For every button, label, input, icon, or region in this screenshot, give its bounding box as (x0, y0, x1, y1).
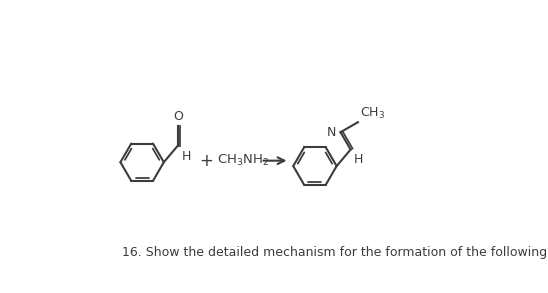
Text: H: H (353, 153, 363, 166)
Text: $\mathregular{CH_3NH_2}$: $\mathregular{CH_3NH_2}$ (218, 153, 270, 168)
Text: +: + (199, 152, 213, 170)
Text: H: H (181, 149, 191, 163)
Text: $\mathregular{CH_3}$: $\mathregular{CH_3}$ (359, 105, 385, 121)
Text: 16. Show the detailed mechanism for the formation of the following imine:: 16. Show the detailed mechanism for the … (122, 246, 548, 259)
Text: O: O (173, 110, 182, 123)
Text: N: N (327, 126, 336, 139)
